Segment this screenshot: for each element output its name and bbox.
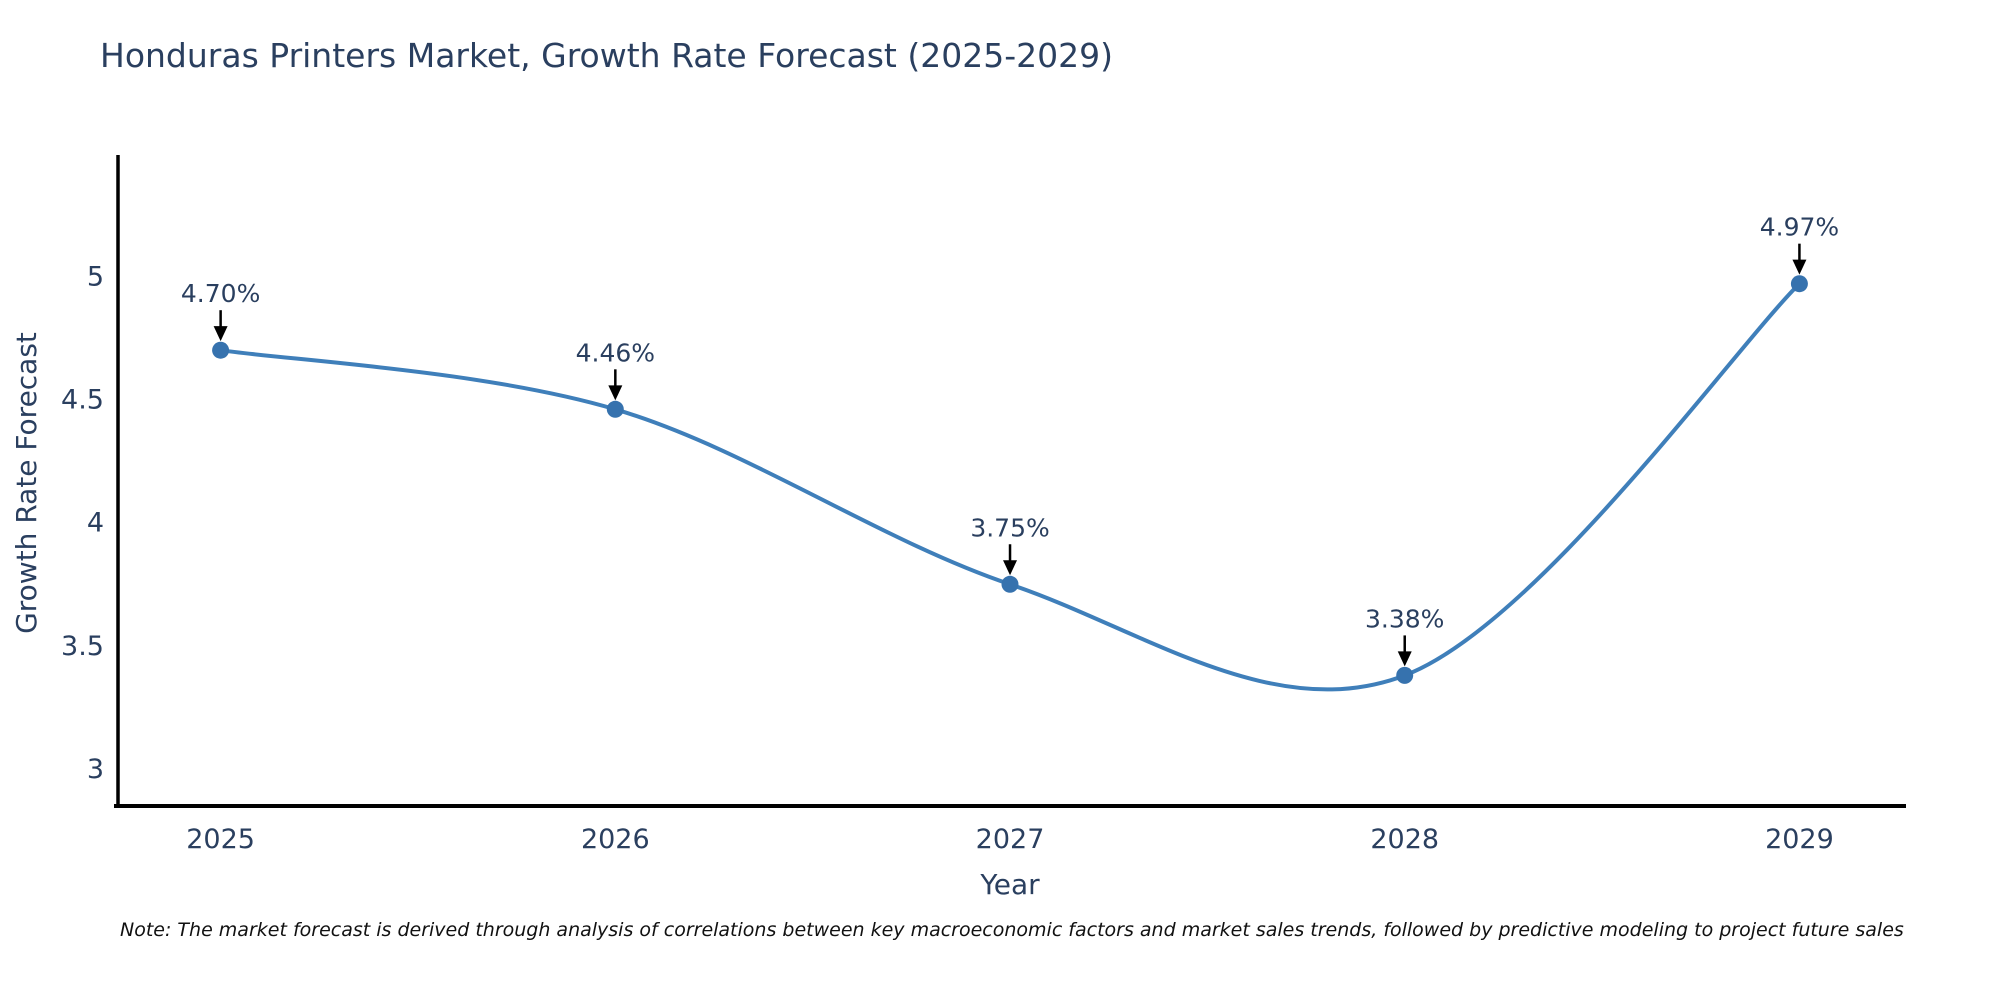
x-tick-label: 2027 — [976, 824, 1045, 855]
x-axis-title: Year — [979, 868, 1040, 901]
chart-title: Honduras Printers Market, Growth Rate Fo… — [100, 36, 1113, 75]
x-tick-label: 2029 — [1765, 824, 1834, 855]
y-tick-label: 3 — [87, 754, 104, 785]
annotation-arrowhead-icon — [608, 385, 623, 401]
data-point-label: 3.38% — [1365, 604, 1444, 633]
data-point-marker — [1790, 275, 1808, 293]
annotation-arrowhead-icon — [1003, 560, 1018, 576]
data-point-label: 4.70% — [181, 279, 260, 308]
y-tick-label: 4 — [87, 508, 104, 539]
x-tick-label: 2028 — [1370, 824, 1439, 855]
forecast-line — [218, 281, 1802, 692]
y-axis-title: Growth Rate Forecast — [10, 332, 43, 634]
data-point-label: 3.75% — [970, 513, 1049, 542]
annotation-arrowhead-icon — [213, 326, 228, 342]
annotation-arrowhead-icon — [1397, 651, 1412, 667]
data-point-marker — [606, 400, 624, 418]
data-point-marker — [1001, 575, 1019, 593]
y-tick-label: 3.5 — [61, 631, 104, 662]
x-tick-label: 2026 — [581, 824, 650, 855]
annotation-arrowhead-icon — [1792, 259, 1807, 275]
data-point-label: 4.97% — [1760, 213, 1839, 242]
plot-area: 3 3.5 4 4.5 5 2025 2026 2027 2028 2029 4.70% 4.46% 3… — [61, 213, 1839, 855]
footnote: Note: The market forecast is derived thr… — [120, 919, 1904, 941]
y-tick-label: 5 — [87, 261, 104, 292]
data-point-marker — [212, 341, 230, 359]
x-tick-label: 2025 — [186, 824, 255, 855]
data-point-marker — [1396, 666, 1414, 684]
y-tick-label: 4.5 — [61, 384, 104, 415]
data-point-label: 4.46% — [576, 338, 655, 367]
